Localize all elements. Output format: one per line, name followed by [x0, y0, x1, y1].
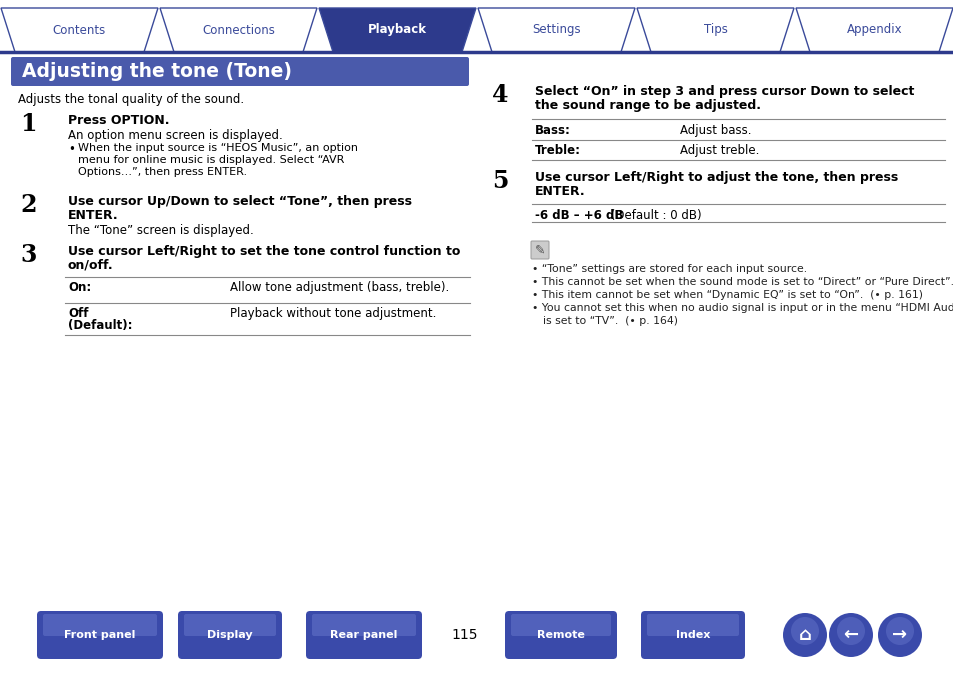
Text: 4: 4: [492, 83, 508, 107]
Polygon shape: [318, 8, 476, 52]
Text: Adjusting the tone (Tone): Adjusting the tone (Tone): [22, 62, 292, 81]
Text: (Default):: (Default):: [68, 319, 132, 332]
Circle shape: [885, 617, 913, 645]
Text: When the input source is “HEOS Music”, an option: When the input source is “HEOS Music”, a…: [78, 143, 357, 153]
Circle shape: [782, 613, 826, 657]
Text: Tips: Tips: [702, 24, 727, 36]
Text: -6 dB – +6 dB: -6 dB – +6 dB: [535, 209, 622, 222]
Text: Playback without tone adjustment.: Playback without tone adjustment.: [230, 307, 436, 320]
Text: Adjusts the tonal quality of the sound.: Adjusts the tonal quality of the sound.: [18, 93, 244, 106]
Text: 5: 5: [492, 169, 508, 193]
Text: •: •: [68, 143, 74, 156]
Text: Connections: Connections: [202, 24, 274, 36]
Text: ⌂: ⌂: [798, 626, 811, 644]
Text: Front panel: Front panel: [64, 630, 135, 640]
Text: Adjust bass.: Adjust bass.: [679, 124, 751, 137]
Text: on/off.: on/off.: [68, 259, 113, 272]
Text: →: →: [891, 626, 906, 644]
Text: • “Tone” settings are stored for each input source.: • “Tone” settings are stored for each in…: [532, 264, 806, 274]
Text: Use cursor Left/Right to adjust the tone, then press: Use cursor Left/Right to adjust the tone…: [535, 171, 898, 184]
Text: menu for online music is displayed. Select “AVR: menu for online music is displayed. Sele…: [78, 155, 344, 165]
FancyBboxPatch shape: [504, 611, 617, 659]
Text: ←: ←: [842, 626, 858, 644]
Text: Rear panel: Rear panel: [330, 630, 397, 640]
Text: • You cannot set this when no audio signal is input or in the menu “HDMI Audio O: • You cannot set this when no audio sign…: [532, 303, 953, 313]
Text: ENTER.: ENTER.: [535, 185, 585, 198]
Circle shape: [828, 613, 872, 657]
Text: Use cursor Left/Right to set the tone control function to: Use cursor Left/Right to set the tone co…: [68, 245, 460, 258]
FancyBboxPatch shape: [178, 611, 282, 659]
Text: Treble:: Treble:: [535, 144, 580, 157]
Text: is set to “TV”.  (• p. 164): is set to “TV”. (• p. 164): [542, 316, 678, 326]
Polygon shape: [160, 8, 316, 52]
Text: the sound range to be adjusted.: the sound range to be adjusted.: [535, 99, 760, 112]
Polygon shape: [1, 8, 158, 52]
Circle shape: [877, 613, 921, 657]
Text: • This cannot be set when the sound mode is set to “Direct” or “Pure Direct”.: • This cannot be set when the sound mode…: [532, 277, 953, 287]
Text: Use cursor Up/Down to select “Tone”, then press: Use cursor Up/Down to select “Tone”, the…: [68, 195, 412, 208]
FancyBboxPatch shape: [184, 614, 275, 636]
Text: Allow tone adjustment (bass, treble).: Allow tone adjustment (bass, treble).: [230, 281, 449, 294]
Text: Playback: Playback: [368, 24, 427, 36]
FancyBboxPatch shape: [511, 614, 610, 636]
Text: On:: On:: [68, 281, 91, 294]
Text: An option menu screen is displayed.: An option menu screen is displayed.: [68, 129, 282, 142]
Text: Appendix: Appendix: [846, 24, 902, 36]
Text: ✎: ✎: [535, 244, 545, 256]
Text: 115: 115: [452, 628, 477, 642]
FancyBboxPatch shape: [312, 614, 416, 636]
Circle shape: [836, 617, 864, 645]
FancyBboxPatch shape: [43, 614, 157, 636]
Text: • This item cannot be set when “Dynamic EQ” is set to “On”.  (• p. 161): • This item cannot be set when “Dynamic …: [532, 290, 923, 300]
FancyBboxPatch shape: [646, 614, 739, 636]
FancyBboxPatch shape: [531, 241, 548, 259]
Polygon shape: [637, 8, 793, 52]
Text: 1: 1: [20, 112, 36, 136]
Text: Options…”, then press ENTER.: Options…”, then press ENTER.: [78, 167, 247, 177]
Text: Press OPTION.: Press OPTION.: [68, 114, 170, 127]
Text: The “Tone” screen is displayed.: The “Tone” screen is displayed.: [68, 224, 253, 237]
Text: Select “On” in step 3 and press cursor Down to select: Select “On” in step 3 and press cursor D…: [535, 85, 913, 98]
FancyBboxPatch shape: [11, 57, 469, 86]
Polygon shape: [795, 8, 952, 52]
Text: (Default : 0 dB): (Default : 0 dB): [606, 209, 700, 222]
Text: Contents: Contents: [52, 24, 106, 36]
Text: 2: 2: [20, 193, 36, 217]
FancyBboxPatch shape: [306, 611, 421, 659]
FancyBboxPatch shape: [37, 611, 163, 659]
Text: Settings: Settings: [532, 24, 580, 36]
Text: Bass:: Bass:: [535, 124, 570, 137]
FancyBboxPatch shape: [640, 611, 744, 659]
Text: Display: Display: [207, 630, 253, 640]
Text: Remote: Remote: [537, 630, 584, 640]
Text: Index: Index: [675, 630, 709, 640]
Text: Adjust treble.: Adjust treble.: [679, 144, 759, 157]
Text: 3: 3: [20, 243, 36, 267]
Circle shape: [790, 617, 818, 645]
Text: Off: Off: [68, 307, 89, 320]
Text: ENTER.: ENTER.: [68, 209, 118, 222]
Polygon shape: [477, 8, 635, 52]
